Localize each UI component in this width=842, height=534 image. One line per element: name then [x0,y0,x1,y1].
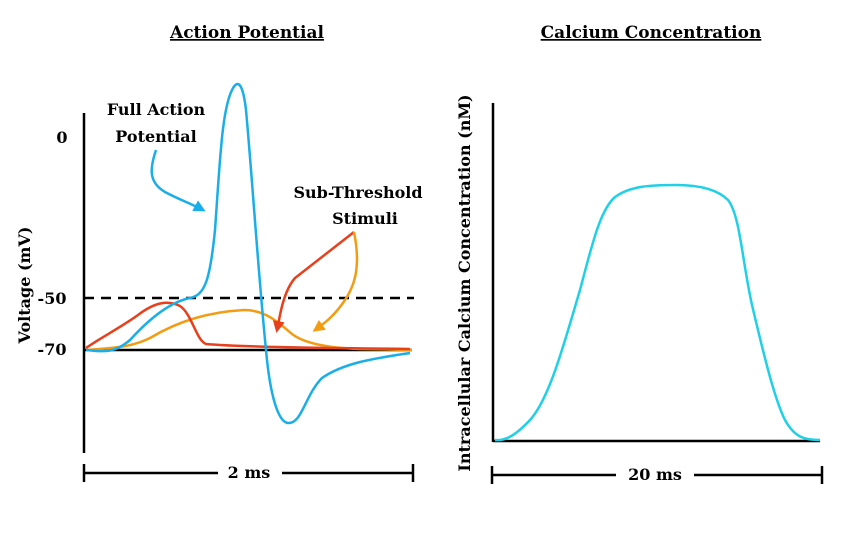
full-ap-arrow [150,149,206,212]
subthreshold-label-line2: Stimuli [332,209,398,228]
time-scale-label: 2 ms [228,463,271,482]
subthreshold-label-line1: Sub-Threshold [293,183,422,202]
calcium-scale-label: 20 ms [628,465,682,484]
full-action-potential-trace [85,82,411,425]
tick-label-0: 0 [56,128,67,147]
calcium-title: Calcium Concentration [541,23,762,43]
action-potential-panel: Action Potential Voltage (mV) 0 -50 -70 … [15,23,423,482]
subthreshold-orange-arrow [312,231,359,332]
subthreshold-red-trace [85,301,411,351]
subthreshold-red-arrow [272,231,355,333]
calcium-trace [494,183,821,442]
calcium-axis-label: Intracellular Calcium Concentration (nM) [455,94,474,471]
full-ap-label-line2: Potential [115,127,196,146]
action-potential-title: Action Potential [169,23,324,43]
voltage-axis-label: Voltage (mV) [15,227,34,345]
tick-label-minus50: -50 [38,289,67,308]
tick-label-minus70: -70 [38,340,67,359]
full-ap-label-line1: Full Action [107,100,206,119]
calcium-panel: Calcium Concentration Intracellular Calc… [455,23,824,484]
